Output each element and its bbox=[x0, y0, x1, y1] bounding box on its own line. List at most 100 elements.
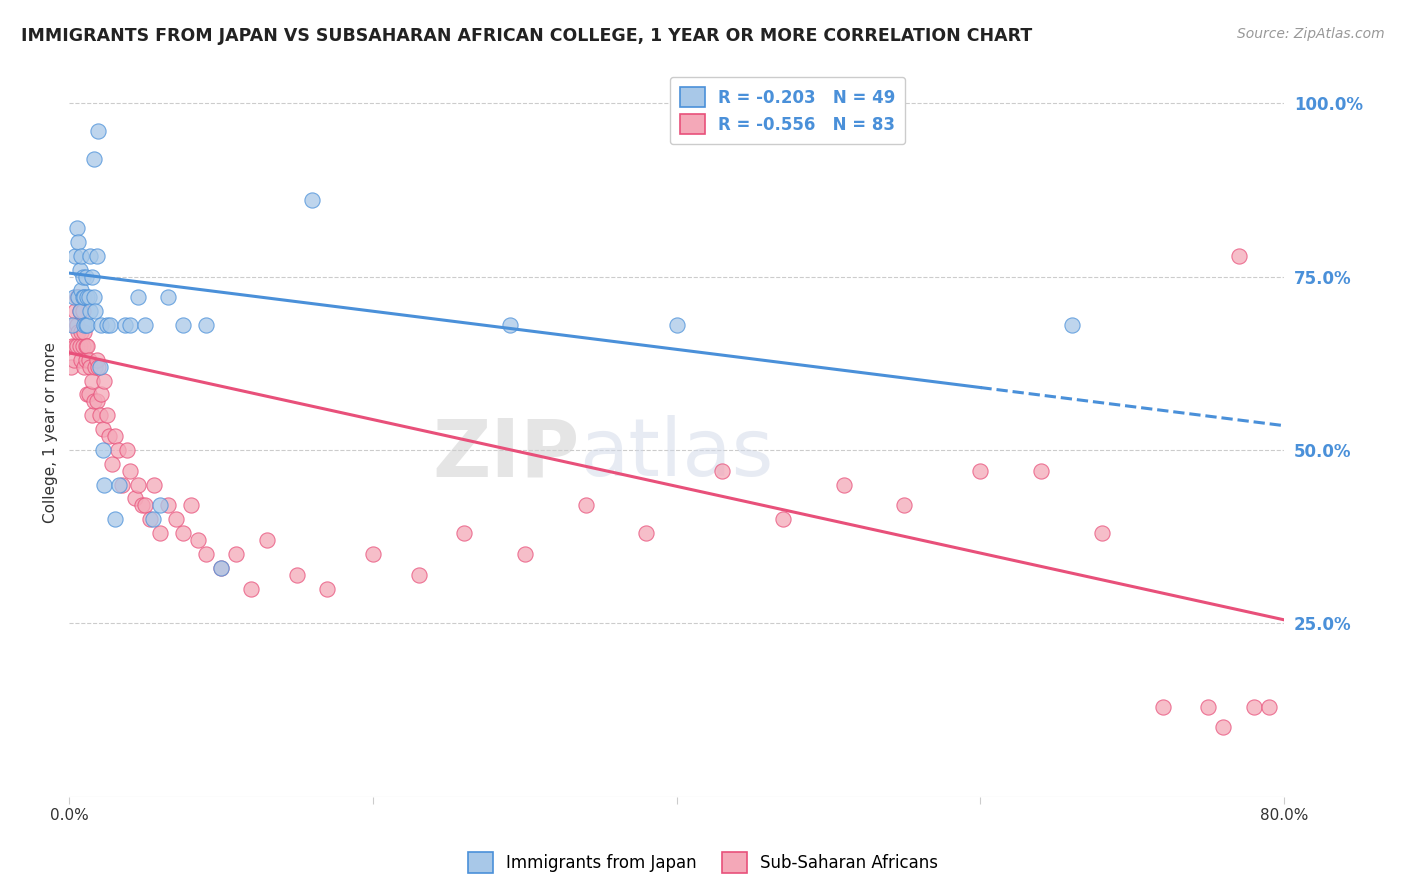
Point bbox=[72, 269, 94, 284]
Point bbox=[172, 526, 194, 541]
Point bbox=[89, 409, 111, 423]
Point bbox=[143, 477, 166, 491]
Point bbox=[111, 477, 134, 491]
Point bbox=[165, 512, 187, 526]
Point bbox=[91, 442, 114, 457]
Point bbox=[76, 318, 98, 332]
Point bbox=[1227, 249, 1250, 263]
Point bbox=[90, 387, 112, 401]
Point bbox=[79, 304, 101, 318]
Point bbox=[100, 457, 122, 471]
Point bbox=[89, 359, 111, 374]
Point bbox=[108, 477, 131, 491]
Point bbox=[209, 561, 232, 575]
Point bbox=[134, 318, 156, 332]
Point bbox=[93, 374, 115, 388]
Point bbox=[76, 290, 98, 304]
Point bbox=[67, 235, 90, 249]
Point bbox=[107, 442, 129, 457]
Point bbox=[225, 547, 247, 561]
Point bbox=[134, 499, 156, 513]
Point bbox=[138, 512, 160, 526]
Point bbox=[131, 499, 153, 513]
Point bbox=[76, 387, 98, 401]
Point bbox=[574, 499, 596, 513]
Point bbox=[209, 561, 232, 575]
Point bbox=[142, 512, 165, 526]
Point bbox=[104, 429, 127, 443]
Point bbox=[60, 339, 83, 353]
Legend: Immigrants from Japan, Sub-Saharan Africans: Immigrants from Japan, Sub-Saharan Afric… bbox=[461, 846, 945, 880]
Point bbox=[75, 352, 97, 367]
Point bbox=[72, 339, 94, 353]
Point bbox=[636, 526, 658, 541]
Point bbox=[77, 290, 100, 304]
Point bbox=[70, 249, 93, 263]
Point bbox=[256, 533, 278, 547]
Point bbox=[127, 477, 149, 491]
Point bbox=[65, 304, 87, 318]
Point bbox=[118, 318, 141, 332]
Point bbox=[73, 359, 96, 374]
Point bbox=[1060, 318, 1083, 332]
Point bbox=[86, 352, 108, 367]
Text: atlas: atlas bbox=[579, 416, 773, 493]
Point bbox=[75, 269, 97, 284]
Point bbox=[66, 318, 89, 332]
Point bbox=[832, 477, 855, 491]
Point bbox=[665, 318, 688, 332]
Point bbox=[77, 387, 100, 401]
Point bbox=[66, 290, 89, 304]
Point bbox=[83, 394, 105, 409]
Point bbox=[194, 547, 217, 561]
Point bbox=[115, 442, 138, 457]
Point bbox=[97, 429, 120, 443]
Point bbox=[149, 526, 172, 541]
Point bbox=[513, 547, 536, 561]
Point bbox=[75, 339, 97, 353]
Point bbox=[240, 582, 263, 596]
Point bbox=[1212, 720, 1234, 734]
Point bbox=[79, 359, 101, 374]
Point bbox=[96, 318, 118, 332]
Point bbox=[453, 526, 475, 541]
Point bbox=[65, 249, 87, 263]
Point bbox=[1091, 526, 1114, 541]
Point bbox=[60, 318, 83, 332]
Point bbox=[67, 325, 90, 339]
Point bbox=[772, 512, 794, 526]
Point bbox=[87, 359, 110, 374]
Point bbox=[65, 339, 87, 353]
Point bbox=[187, 533, 209, 547]
Point bbox=[70, 325, 93, 339]
Point bbox=[67, 290, 90, 304]
Point bbox=[104, 512, 127, 526]
Point bbox=[76, 339, 98, 353]
Point bbox=[180, 499, 202, 513]
Point bbox=[301, 194, 323, 208]
Point bbox=[80, 269, 103, 284]
Point bbox=[72, 304, 94, 318]
Point bbox=[73, 325, 96, 339]
Point bbox=[893, 499, 915, 513]
Point bbox=[67, 290, 90, 304]
Point bbox=[156, 290, 179, 304]
Point bbox=[69, 304, 91, 318]
Point bbox=[149, 499, 172, 513]
Point bbox=[969, 464, 991, 478]
Point bbox=[66, 339, 89, 353]
Point bbox=[84, 304, 107, 318]
Point bbox=[59, 359, 82, 374]
Point bbox=[1243, 699, 1265, 714]
Point bbox=[84, 359, 107, 374]
Legend: R = -0.203   N = 49, R = -0.556   N = 83: R = -0.203 N = 49, R = -0.556 N = 83 bbox=[669, 77, 905, 145]
Point bbox=[408, 567, 430, 582]
Point bbox=[73, 290, 96, 304]
Text: IMMIGRANTS FROM JAPAN VS SUBSAHARAN AFRICAN COLLEGE, 1 YEAR OR MORE CORRELATION : IMMIGRANTS FROM JAPAN VS SUBSAHARAN AFRI… bbox=[21, 27, 1032, 45]
Point bbox=[118, 464, 141, 478]
Text: ZIP: ZIP bbox=[432, 416, 579, 493]
Point bbox=[62, 318, 84, 332]
Point bbox=[62, 352, 84, 367]
Point bbox=[1031, 464, 1053, 478]
Point bbox=[83, 290, 105, 304]
